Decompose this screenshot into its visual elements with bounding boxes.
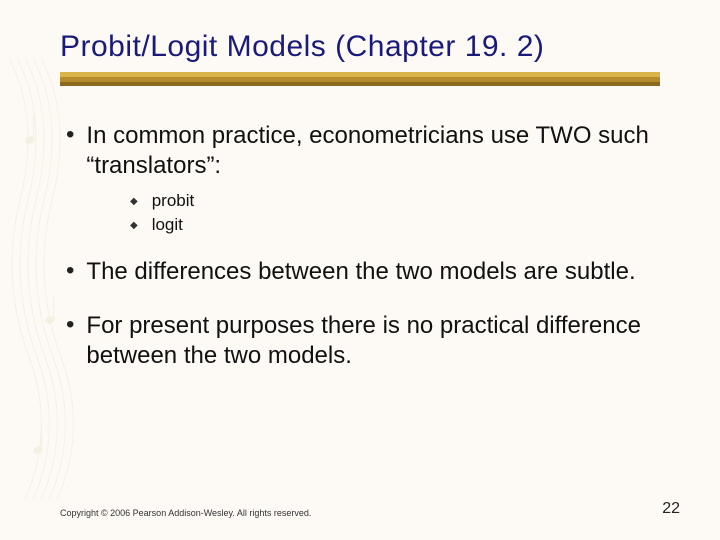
sub-bullet-item: ◆ probit bbox=[130, 191, 660, 211]
sub-bullet-item: ◆ logit bbox=[130, 215, 660, 235]
bullet-dot-icon: • bbox=[66, 311, 74, 340]
slide-title: Probit/Logit Models (Chapter 19. 2) bbox=[60, 30, 660, 64]
bullet-item: • The differences between the two models… bbox=[60, 257, 660, 287]
copyright-text: Copyright © 2006 Pearson Addison-Wesley.… bbox=[60, 508, 311, 518]
bullet-text: The differences between the two models a… bbox=[86, 257, 635, 287]
bullet-text: For present purposes there is no practic… bbox=[86, 311, 660, 371]
bullet-item: • For present purposes there is no pract… bbox=[60, 311, 660, 371]
slide-footer: Copyright © 2006 Pearson Addison-Wesley.… bbox=[60, 500, 680, 518]
sub-bullet-text: logit bbox=[152, 215, 183, 235]
diamond-bullet-icon: ◆ bbox=[130, 220, 138, 231]
bullet-dot-icon: • bbox=[66, 257, 74, 286]
bullet-text: In common practice, econometricians use … bbox=[86, 121, 660, 181]
bullet-item: • In common practice, econometricians us… bbox=[60, 121, 660, 181]
diamond-bullet-icon: ◆ bbox=[130, 196, 138, 207]
page-number: 22 bbox=[662, 500, 680, 518]
sub-bullet-list: ◆ probit ◆ logit bbox=[130, 191, 660, 235]
bullet-dot-icon: • bbox=[66, 121, 74, 150]
title-underline bbox=[60, 72, 660, 86]
sub-bullet-text: probit bbox=[152, 191, 195, 211]
slide-container: Probit/Logit Models (Chapter 19. 2) • In… bbox=[0, 0, 720, 540]
spacer bbox=[60, 297, 660, 311]
